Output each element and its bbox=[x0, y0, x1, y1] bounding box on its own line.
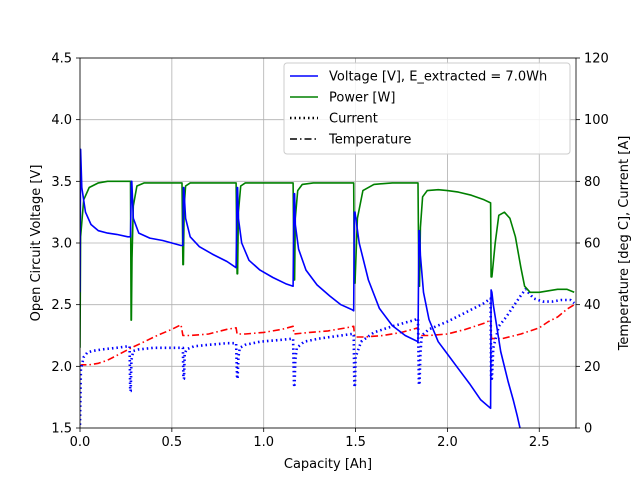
x-axis-label: Capacity [Ah] bbox=[284, 457, 372, 472]
left-y-axis-ticks: 1.5 2.0 2.5 3.0 3.5 4.0 4.5 bbox=[51, 52, 80, 437]
x-tick-label: 0.0 bbox=[70, 435, 91, 450]
plot-area bbox=[80, 148, 576, 428]
legend-label: Temperature bbox=[328, 133, 411, 148]
series-line-power bbox=[80, 180, 575, 348]
right-y-tick-label: 40 bbox=[584, 298, 601, 313]
left-y-tick-label: 4.5 bbox=[51, 52, 72, 67]
legend-label: Power [W] bbox=[329, 91, 395, 106]
right-y-tick-label: 0 bbox=[584, 422, 592, 437]
right-y-axis-label: Temperature [deg C], Current [A] bbox=[617, 136, 632, 352]
x-tick-label: 1.5 bbox=[345, 435, 366, 450]
x-tick-label: 1.0 bbox=[253, 435, 274, 450]
left-y-tick-label: 3.5 bbox=[51, 175, 72, 190]
x-tick-label: 2.0 bbox=[437, 435, 458, 450]
left-y-axis-label: Open Circuit Voltage [V] bbox=[29, 165, 44, 322]
legend-label: Voltage [V], E_extracted = 7.0Wh bbox=[329, 70, 547, 85]
series-line-temperature bbox=[80, 304, 575, 367]
left-y-tick-label: 1.5 bbox=[51, 422, 72, 437]
left-y-tick-label: 2.0 bbox=[51, 360, 72, 375]
x-axis-ticks: 0.0 0.5 1.0 1.5 2.0 2.5 bbox=[70, 428, 550, 450]
x-tick-label: 0.5 bbox=[162, 435, 183, 450]
left-y-tick-label: 3.0 bbox=[51, 237, 72, 252]
left-y-tick-label: 2.5 bbox=[51, 298, 72, 313]
legend: Voltage [V], E_extracted = 7.0Wh Power [W… bbox=[283, 62, 571, 155]
legend-label: Current bbox=[329, 112, 378, 127]
right-y-axis-ticks: 0 20 40 60 80 100 120 bbox=[576, 52, 609, 437]
right-y-tick-label: 100 bbox=[584, 113, 609, 128]
right-y-tick-label: 60 bbox=[584, 237, 601, 252]
right-y-tick-label: 80 bbox=[584, 175, 601, 190]
right-y-tick-label: 20 bbox=[584, 360, 601, 375]
series-line-voltage bbox=[80, 148, 521, 428]
left-y-tick-label: 4.0 bbox=[51, 113, 72, 128]
x-tick-label: 2.5 bbox=[529, 435, 550, 450]
legend-box bbox=[283, 62, 571, 155]
right-y-tick-label: 120 bbox=[584, 52, 609, 67]
